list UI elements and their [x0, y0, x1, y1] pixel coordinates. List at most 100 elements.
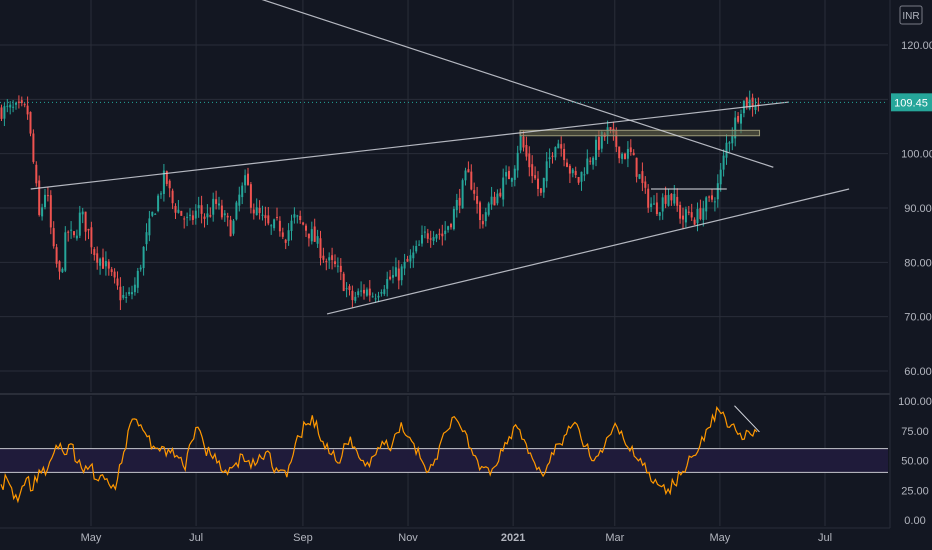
candlestick[interactable] [452, 206, 455, 231]
candlestick[interactable] [397, 260, 400, 290]
candlestick[interactable] [122, 286, 125, 300]
candlestick[interactable] [655, 192, 658, 217]
candlestick[interactable] [705, 196, 708, 220]
candlestick[interactable] [708, 195, 711, 202]
candlestick[interactable] [44, 188, 46, 210]
candlestick[interactable] [545, 152, 548, 188]
candlestick[interactable] [490, 186, 493, 210]
candlestick[interactable] [377, 291, 380, 302]
candlestick[interactable] [212, 192, 215, 222]
candlestick[interactable] [641, 162, 644, 192]
candlestick[interactable] [682, 207, 684, 229]
candlestick[interactable] [693, 217, 696, 226]
candlestick[interactable] [102, 248, 104, 270]
candlestick[interactable] [58, 260, 61, 280]
candlestick[interactable] [6, 99, 9, 113]
candlestick[interactable] [78, 205, 81, 239]
candlestick[interactable] [157, 193, 160, 213]
candlestick[interactable] [667, 188, 670, 207]
candlestick[interactable] [305, 223, 307, 237]
candlestick[interactable] [481, 214, 484, 229]
candlestick[interactable] [638, 174, 641, 180]
candlestick[interactable] [206, 204, 209, 226]
candlestick[interactable] [20, 96, 23, 107]
candlestick[interactable] [432, 231, 435, 246]
candlestick[interactable] [313, 218, 316, 242]
candlestick[interactable] [145, 223, 148, 251]
candlestick[interactable] [0, 104, 3, 121]
candlestick[interactable] [232, 218, 235, 236]
candlestick[interactable] [270, 224, 273, 235]
candlestick[interactable] [583, 167, 586, 182]
candlestick[interactable] [496, 189, 499, 206]
candlestick[interactable] [589, 157, 592, 165]
candlestick[interactable] [719, 163, 722, 192]
candlestick[interactable] [348, 284, 351, 296]
candlestick[interactable] [696, 202, 699, 232]
candlestick[interactable] [255, 198, 258, 216]
candlestick[interactable] [41, 203, 44, 221]
candlestick[interactable] [458, 188, 461, 214]
candlestick[interactable] [247, 167, 249, 186]
candlestick[interactable] [699, 199, 702, 221]
candlestick[interactable] [70, 221, 73, 239]
candlestick[interactable] [447, 225, 450, 233]
candlestick[interactable] [107, 259, 110, 276]
candlestick[interactable] [566, 158, 568, 168]
rsi-divergence-line[interactable] [734, 405, 760, 433]
candlestick[interactable] [403, 253, 406, 276]
candlestick[interactable] [336, 257, 339, 273]
candlestick[interactable] [626, 141, 629, 168]
candlestick[interactable] [258, 200, 261, 220]
candlestick[interactable] [653, 195, 655, 205]
candlestick[interactable] [510, 177, 513, 187]
candlestick[interactable] [342, 271, 345, 292]
candlestick[interactable] [574, 166, 577, 179]
candlestick[interactable] [435, 233, 438, 243]
candlestick[interactable] [307, 233, 310, 247]
candlestick[interactable] [519, 134, 522, 154]
candlestick[interactable] [15, 101, 17, 110]
candlestick[interactable] [273, 218, 276, 231]
candlestick[interactable] [284, 238, 287, 250]
candlestick[interactable] [713, 197, 716, 212]
candlestick[interactable] [17, 95, 20, 109]
candlestick[interactable] [229, 215, 232, 237]
candlestick[interactable] [116, 271, 119, 290]
candlestick[interactable] [467, 161, 470, 173]
candlestick[interactable] [278, 216, 281, 237]
candlestick[interactable] [406, 255, 409, 262]
candlestick[interactable] [249, 181, 252, 214]
candlestick[interactable] [12, 100, 15, 113]
candlestick[interactable] [455, 193, 458, 218]
candlestick[interactable] [325, 258, 328, 271]
candlestick[interactable] [26, 96, 29, 120]
candlestick[interactable] [151, 211, 154, 218]
candlestick[interactable] [740, 109, 742, 134]
candlestick[interactable] [525, 136, 528, 161]
candlestick[interactable] [215, 190, 218, 210]
candlestick[interactable] [711, 189, 713, 203]
candlestick[interactable] [3, 102, 6, 127]
candlestick[interactable] [360, 281, 363, 297]
candlestick[interactable] [716, 174, 719, 208]
candlestick[interactable] [386, 271, 389, 297]
candlestick[interactable] [345, 282, 348, 298]
candlestick[interactable] [528, 146, 531, 177]
candlestick[interactable] [389, 269, 392, 281]
candlestick[interactable] [38, 175, 41, 217]
candlestick[interactable] [110, 266, 113, 276]
candlestick[interactable] [299, 210, 302, 224]
candlestick[interactable] [136, 267, 139, 294]
candlestick[interactable] [131, 285, 133, 300]
candlestick[interactable] [331, 247, 334, 270]
candlestick[interactable] [568, 163, 571, 184]
candlestick[interactable] [61, 267, 64, 273]
candlestick[interactable] [676, 188, 679, 212]
candlestick[interactable] [113, 268, 116, 284]
candlestick[interactable] [563, 143, 566, 167]
candlestick[interactable] [745, 96, 748, 110]
candlestick[interactable] [542, 177, 545, 198]
candlestick[interactable] [200, 195, 203, 224]
candlestick[interactable] [734, 110, 737, 147]
